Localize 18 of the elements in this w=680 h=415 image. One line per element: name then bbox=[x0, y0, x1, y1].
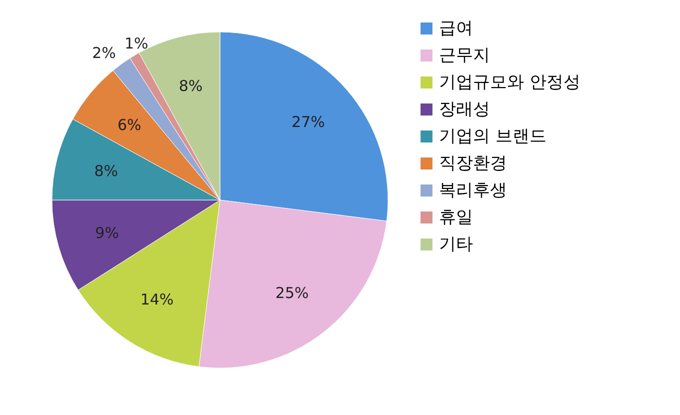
legend-label: 급여 bbox=[439, 18, 473, 38]
legend-label: 기업규모와 안정성 bbox=[439, 72, 580, 92]
legend-label: 직장환경 bbox=[439, 154, 507, 174]
data-label: 8% bbox=[94, 162, 118, 180]
legend-label: 휴일 bbox=[439, 208, 473, 228]
data-label: 27% bbox=[292, 113, 325, 132]
legend-label: 복리후생 bbox=[439, 180, 507, 200]
data-label: 9% bbox=[95, 224, 119, 242]
legend-label: 장래성 bbox=[439, 100, 490, 120]
data-label: 1% bbox=[124, 34, 148, 52]
data-label: 14% bbox=[140, 290, 174, 308]
legend-label: 기업의 브랜드 bbox=[439, 126, 546, 146]
legend-label: 기타 bbox=[439, 234, 473, 254]
data-label: 2% bbox=[92, 44, 116, 62]
data-label: 8% bbox=[178, 77, 203, 96]
legend-label: 근무지 bbox=[439, 46, 490, 66]
data-label: 6% bbox=[117, 116, 142, 134]
data-label: 25% bbox=[275, 284, 309, 302]
